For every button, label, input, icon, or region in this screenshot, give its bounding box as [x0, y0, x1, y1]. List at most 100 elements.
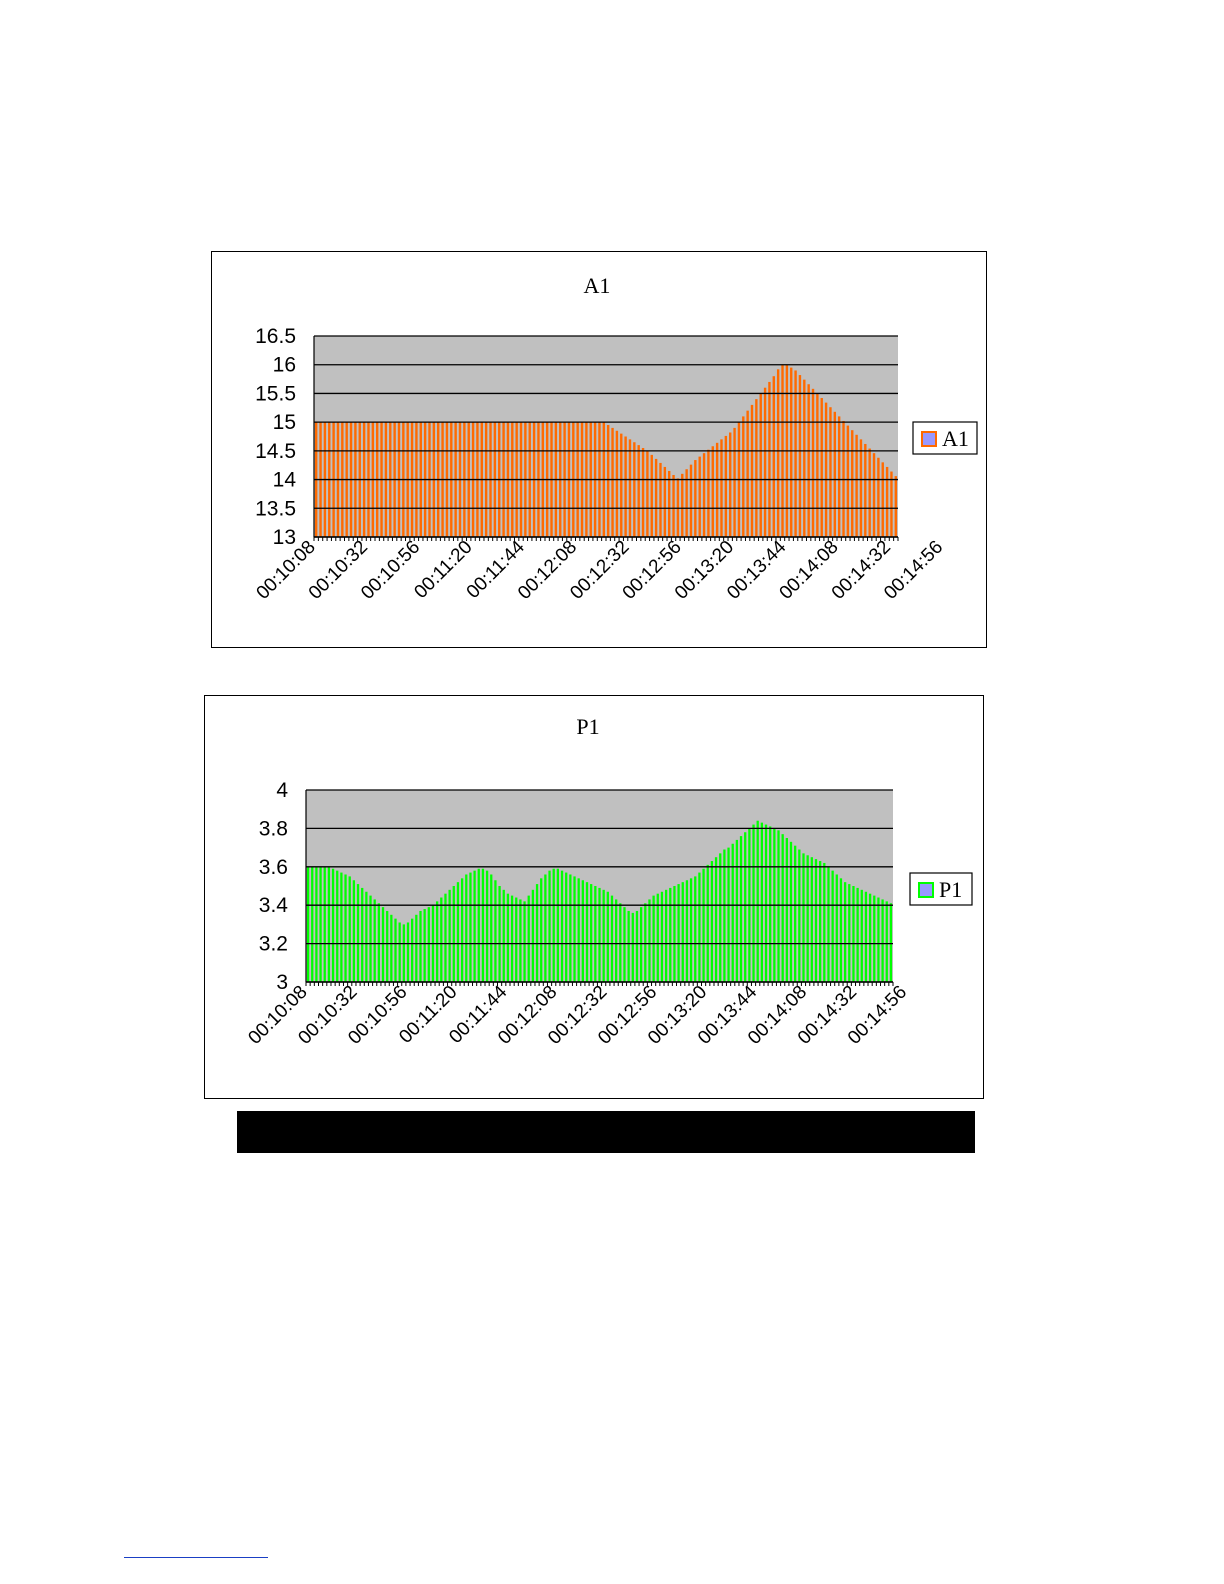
bar — [624, 436, 627, 537]
bar — [803, 379, 806, 537]
bar — [835, 874, 838, 982]
bar — [802, 853, 805, 982]
bar — [652, 895, 655, 982]
bar — [715, 442, 719, 537]
footnote-rule — [124, 1557, 268, 1558]
bar — [515, 897, 518, 982]
y-tick-label: 16.5 — [255, 325, 296, 348]
chart-a1: A1 16.5 16 15.5 15 14.5 14 13.5 13 00:10:08 00:10:… — [211, 251, 987, 648]
bar — [469, 872, 472, 982]
bar — [868, 448, 871, 537]
bar — [373, 899, 376, 982]
bar — [877, 897, 880, 982]
bar — [877, 457, 880, 537]
bar — [573, 876, 576, 982]
bar — [894, 476, 898, 537]
chart-p1-svg: P143.83.63.43.2300:10:0800:10:3200:10:56… — [244, 714, 973, 1049]
bar — [381, 907, 385, 982]
bar — [739, 836, 743, 982]
chart-title: A1 — [584, 273, 611, 298]
y-tick-label: 3.8 — [259, 817, 288, 840]
bar — [852, 886, 855, 982]
bar — [794, 845, 797, 982]
y-tick-label: 3 — [276, 971, 288, 994]
bar — [619, 903, 622, 982]
bar — [885, 901, 888, 982]
bar — [890, 471, 893, 537]
bar — [419, 910, 422, 982]
bar — [415, 914, 418, 982]
chart-a1-svg: A116.51615.51514.51413.51300:10:0800:10:… — [253, 273, 978, 604]
bar — [794, 370, 797, 537]
bar — [681, 473, 684, 537]
bar — [323, 866, 326, 982]
bar — [814, 859, 818, 982]
bar — [744, 832, 747, 982]
bar — [377, 903, 380, 982]
bar — [764, 824, 768, 982]
bar — [440, 897, 443, 982]
bar — [781, 834, 784, 982]
bar — [689, 878, 693, 982]
bar — [615, 430, 619, 537]
bar — [669, 887, 672, 982]
legend-swatch — [921, 431, 937, 447]
y-tick-label: 14 — [273, 469, 297, 492]
bar — [502, 889, 505, 982]
redaction-bar — [237, 1111, 975, 1153]
bar — [859, 439, 863, 537]
bar — [719, 853, 722, 982]
bar — [427, 907, 430, 982]
bar — [714, 857, 718, 982]
bar — [706, 864, 709, 982]
bar — [763, 387, 767, 537]
bar — [331, 868, 335, 982]
bar — [702, 453, 706, 537]
chart-p1: P1 4 3.8 3.6 3.4 3.2 3 00:10:08 00:10:32 00:10:56… — [204, 695, 984, 1099]
bar — [798, 375, 802, 537]
bar — [473, 870, 476, 982]
bar — [644, 903, 647, 982]
bar — [689, 464, 693, 537]
bar — [889, 903, 893, 982]
bar — [816, 393, 819, 537]
bar — [411, 918, 414, 982]
bar — [848, 884, 851, 982]
bar — [851, 430, 854, 537]
bar — [733, 427, 736, 537]
bar — [606, 425, 610, 537]
bar — [777, 830, 780, 982]
bar — [711, 446, 714, 537]
bar — [702, 868, 705, 982]
bar — [628, 439, 632, 537]
bar — [694, 460, 697, 537]
bar — [694, 876, 697, 982]
bar — [881, 462, 884, 537]
bar — [824, 402, 828, 537]
bar — [855, 434, 858, 537]
bar — [635, 910, 639, 982]
bar — [769, 826, 772, 982]
bar — [306, 866, 310, 982]
bar — [750, 404, 754, 537]
bar — [768, 381, 771, 537]
bar — [698, 872, 701, 982]
bar — [623, 907, 626, 982]
bar — [760, 822, 764, 982]
y-tick-label: 15 — [273, 411, 296, 434]
bar — [369, 895, 372, 982]
chart-title: P1 — [576, 714, 599, 739]
bar — [552, 868, 555, 982]
bar — [846, 425, 850, 537]
bar — [340, 872, 343, 982]
bar — [465, 874, 468, 982]
bar — [756, 820, 759, 982]
bar — [390, 914, 393, 982]
bar — [611, 427, 614, 537]
bar — [490, 874, 493, 982]
bar — [656, 893, 659, 982]
bar — [565, 872, 568, 982]
bar — [627, 910, 630, 982]
bar — [535, 884, 539, 982]
bar — [864, 443, 867, 537]
